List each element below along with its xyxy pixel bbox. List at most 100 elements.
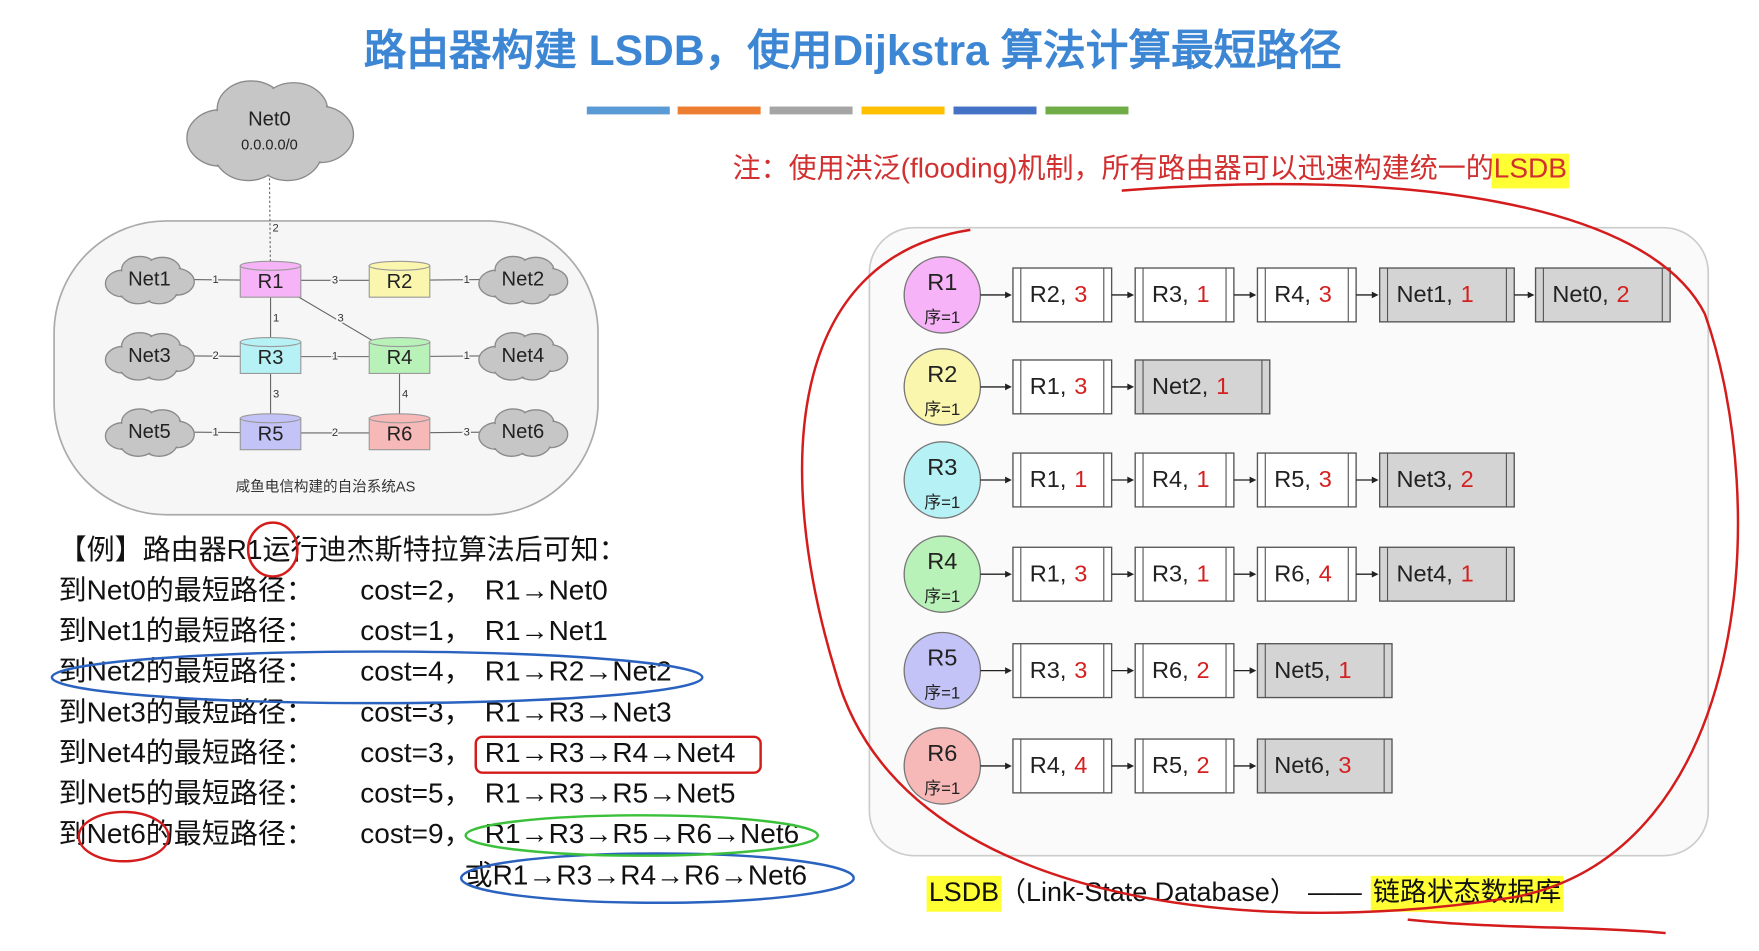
- route-dest: 到Net6的最短路径：: [59, 818, 314, 849]
- lsa-box: [1256, 546, 1357, 602]
- lsa-cost: 4: [1319, 561, 1332, 587]
- note: 注：使用洪泛(flooding)机制，所有路由器可以迅速构建统一的LSDB: [733, 153, 1570, 189]
- lsa-box: [1012, 546, 1113, 602]
- lsa-entry: Net1, 1: [1396, 281, 1473, 307]
- footer: LSDB（Link-State Database） —— 链路状态数据库: [926, 875, 1564, 912]
- lsa-node: R5,: [1274, 466, 1311, 492]
- route-cost: cost=3，: [360, 696, 471, 727]
- annotation-circle: [50, 650, 704, 705]
- lsa-entry: R6, 2: [1152, 657, 1210, 683]
- lsa-cost: 2: [1617, 281, 1630, 307]
- route-path: R1→R3→R5→R6→Net6: [485, 818, 800, 849]
- lsa-box: [1378, 267, 1515, 323]
- arrow-head: [1127, 291, 1135, 299]
- route-cost: cost=4，: [360, 656, 471, 687]
- lsa-node: R3,: [1152, 561, 1189, 587]
- lsa-cost: 1: [1216, 373, 1229, 399]
- arrow-head: [1005, 476, 1012, 484]
- link-cost: 3: [273, 389, 279, 401]
- net-label: Net5: [128, 421, 171, 443]
- lsa-entry: Net4, 1: [1396, 561, 1473, 587]
- arrow-head: [1527, 291, 1535, 299]
- lsa-node: R4,: [1274, 281, 1311, 307]
- lsa-box: [1256, 267, 1357, 323]
- route-cost: cost=5，: [360, 778, 471, 809]
- router-top: [239, 413, 302, 424]
- arrow-head: [1005, 667, 1012, 674]
- lsa-node: Net1,: [1396, 281, 1452, 307]
- router-top: [239, 260, 302, 271]
- lsa-entry: R4, 3: [1274, 281, 1332, 307]
- note-body: 注：使用洪泛(flooding)机制，所有路由器可以迅速构建统一的: [733, 153, 1494, 184]
- lsa-box: [1012, 643, 1113, 699]
- route-cost: cost=3，: [360, 737, 471, 768]
- lsa-entry: Net2, 1: [1152, 373, 1229, 399]
- net-label: Net0: [248, 108, 291, 130]
- router-top: [368, 260, 431, 271]
- lsa-node: R3,: [1152, 281, 1189, 307]
- arrow-head: [1249, 570, 1257, 578]
- highlight-bg: [1491, 153, 1570, 189]
- lsa-cost: 3: [1319, 466, 1332, 492]
- cloud-fill: [227, 94, 312, 164]
- lsa-node: R1,: [1030, 561, 1067, 587]
- lsa-cost: 1: [1074, 466, 1087, 492]
- lsa-cost: 3: [1074, 561, 1087, 587]
- cloud: [186, 80, 355, 182]
- arrow-head: [1127, 383, 1135, 391]
- lsa-node: R2,: [1030, 281, 1067, 307]
- link-cost: 3: [464, 426, 470, 438]
- net-label: Net3: [128, 345, 171, 367]
- arrow-head: [1005, 383, 1012, 391]
- annotations: [50, 182, 1740, 935]
- lsa-cost: 3: [1074, 281, 1087, 307]
- lsa-cost: 3: [1338, 752, 1351, 778]
- lsa-entry: Net6, 3: [1274, 752, 1351, 778]
- highlight-bg: [926, 875, 1002, 912]
- footer-meaning: 链路状态数据库: [1373, 877, 1561, 907]
- lsa-node: R4,: [1152, 466, 1189, 492]
- bar-deco: [1045, 106, 1129, 115]
- route-cost: cost=9，: [360, 818, 471, 849]
- link-cost: 2: [212, 350, 218, 362]
- route-dest: 到Net1的最短路径：: [59, 615, 314, 646]
- router-label: R1: [258, 271, 284, 293]
- lsa-node: Net5,: [1274, 657, 1330, 683]
- arrow-head: [1005, 762, 1012, 770]
- lsa-box: [1256, 738, 1393, 794]
- lsa-box: [1256, 452, 1357, 508]
- lsa-entry: R3, 1: [1152, 561, 1210, 587]
- lsa-entry: Net3, 2: [1396, 466, 1473, 492]
- arrow-head: [1005, 570, 1012, 578]
- lsa-entry: R2, 3: [1030, 281, 1088, 307]
- router-seq: 序=1: [924, 684, 960, 703]
- arrow-head: [1127, 476, 1135, 484]
- bar-deco: [861, 106, 945, 115]
- lsa-node: Net6,: [1274, 752, 1330, 778]
- router-name: R1: [927, 269, 957, 295]
- link-cost: 1: [464, 274, 470, 286]
- arrow-head: [1371, 291, 1379, 299]
- cloud-fill: [501, 339, 545, 372]
- cloud: [478, 332, 569, 381]
- lsa-entry: R4, 4: [1030, 752, 1088, 778]
- lsa-entry: R1, 3: [1030, 373, 1088, 399]
- cloud: [104, 408, 195, 457]
- link-cost: 1: [464, 350, 470, 362]
- lsa-cost: 3: [1074, 373, 1087, 399]
- annotation-loop: [800, 182, 1740, 915]
- route-path: R1→R2→Net2: [485, 656, 672, 687]
- router-name: R5: [927, 645, 957, 671]
- cloud-fill: [127, 339, 172, 372]
- annotation-underline: [1407, 918, 1666, 935]
- lsa-cost: 3: [1319, 281, 1332, 307]
- lsa-node: R3,: [1030, 657, 1067, 683]
- route-path: R1→Net1: [485, 615, 608, 646]
- arrow-head: [1371, 570, 1379, 578]
- lsa-box: [1012, 452, 1113, 508]
- arrow-head: [1127, 667, 1135, 674]
- router-seq: 序=1: [924, 400, 960, 419]
- note-highlight: LSDB: [1494, 153, 1567, 184]
- link-cost: 1: [212, 274, 218, 286]
